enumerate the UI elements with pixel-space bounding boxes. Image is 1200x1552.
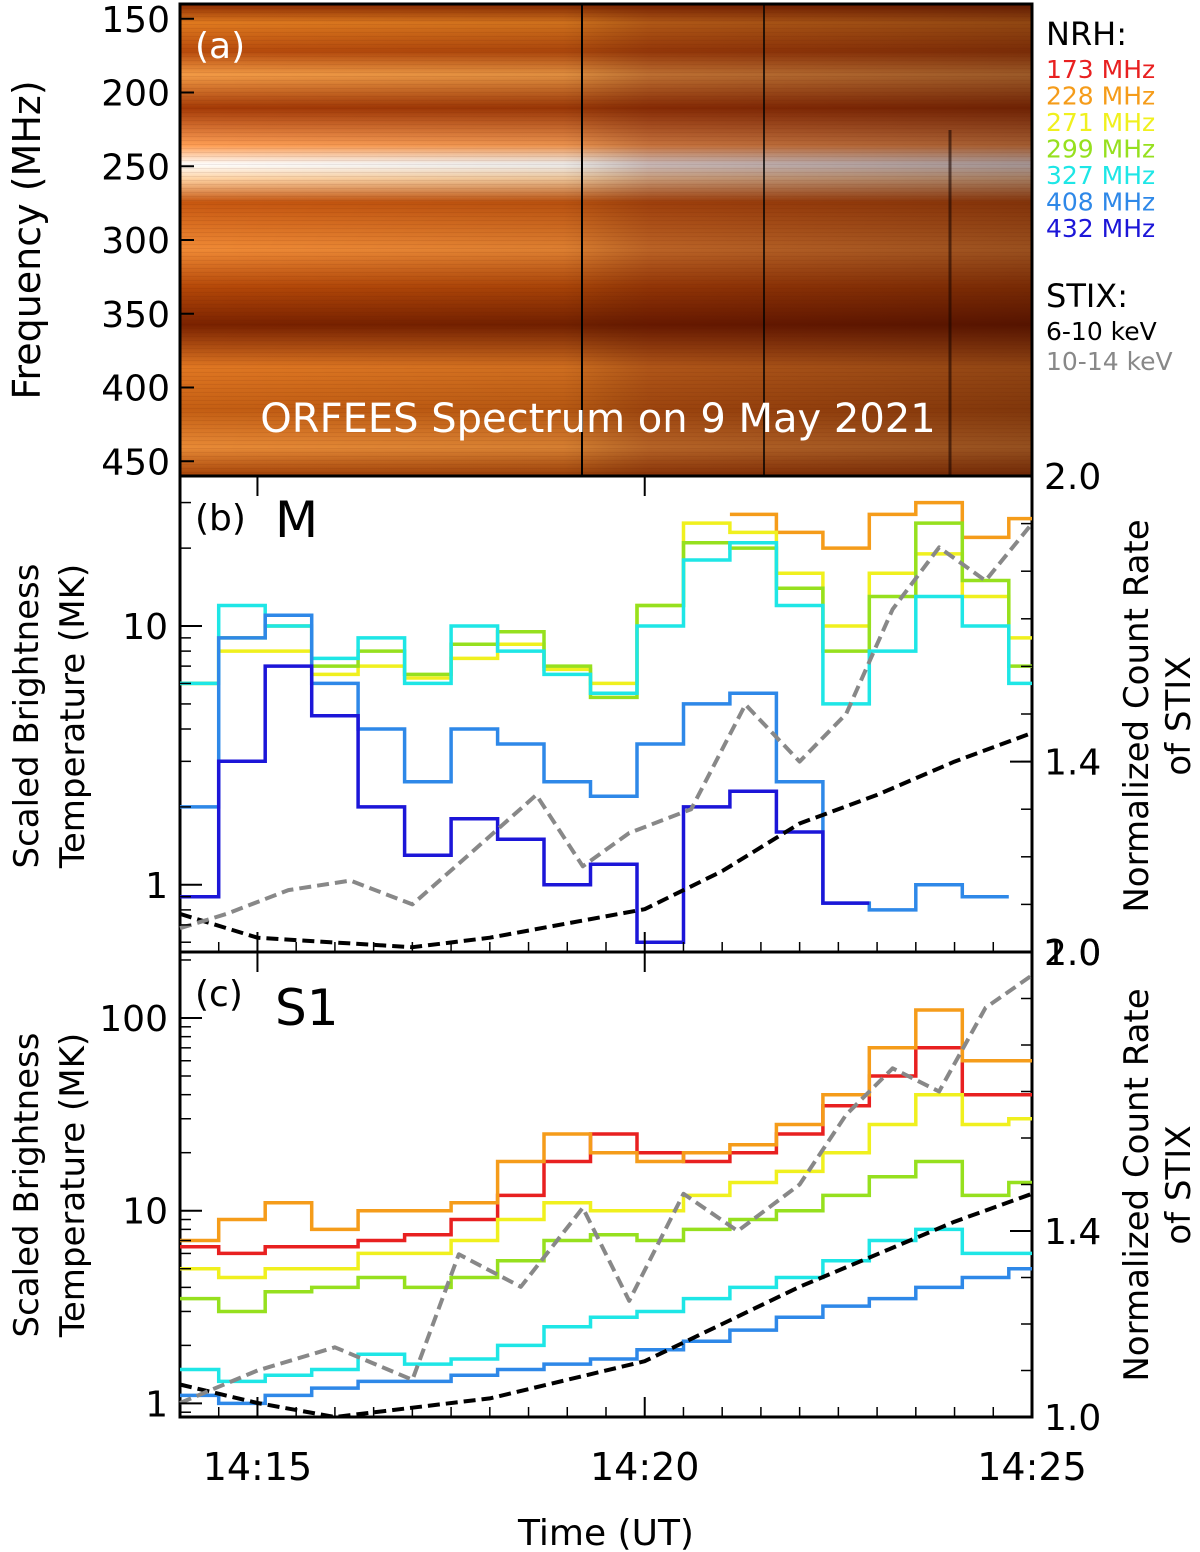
panel-b-series (179, 500, 1034, 950)
panel-a-ytick-label: 150 (101, 0, 170, 41)
legend-nrh-item: 271 MHz (1046, 108, 1155, 137)
panel-c-label: (c) (195, 974, 243, 1015)
panel-a-yticks: 150 200 250 300 350 400 450 (101, 0, 194, 483)
panel-c-ylabel-1: Scaled Brightness (7, 1033, 47, 1338)
legend-stix-item: 6-10 keV (1046, 317, 1157, 346)
panel-b-series-299-mhz (180, 521, 1032, 700)
panel-b-right-tick-label: 1.4 (1044, 743, 1101, 784)
panel-a-ytick-label: 450 (101, 442, 170, 483)
panel-b-right-tick-label: 1.0 (1044, 933, 1101, 974)
legend-nrh-item: 327 MHz (1046, 161, 1155, 190)
panel-a-ylabel: Frequency (MHz) (5, 80, 49, 399)
panel-c-ticks: 1 10 100 1.0 1.4 2.0 (99, 933, 1101, 1439)
panel-b-ylabel-1: Scaled Brightness (7, 564, 47, 869)
spectrum-texture (180, 4, 1032, 476)
panel-b-left-tick-label: 10 (122, 607, 168, 648)
panel-c-right-tick-label: 2.0 (1044, 933, 1101, 974)
panel-c-series-327-mhz (180, 1227, 1032, 1384)
panel-b-series-228-mhz (729, 500, 1032, 550)
legend-nrh-item: 432 MHz (1046, 214, 1155, 243)
legend-nrh-item: 299 MHz (1046, 135, 1155, 164)
panel-a-spectrum: (a) ORFEES Spectrum on 9 May 2021 150 200… (5, 0, 1034, 483)
legend-nrh-item: 173 MHz (1046, 55, 1155, 84)
panel-a-ytick-label: 350 (101, 295, 170, 336)
x-axis: 14:15 14:20 14:25 (203, 1445, 1087, 1489)
panel-c-ylabel-2: Temperature (MK) (53, 1033, 93, 1338)
panel-b-right-ylabel-1: Normalized Count Rate (1117, 519, 1157, 912)
panel-b-left-tick-label: 1 (145, 866, 168, 907)
panel-b-ylabel-2: Temperature (MK) (53, 564, 93, 869)
panel-c-left-tick-label: 10 (122, 1192, 168, 1233)
panel-b-series-10-14-kev (179, 522, 1034, 931)
legend-stix-title: STIX: (1046, 277, 1128, 315)
panel-c-series-408-mhz (180, 1266, 1032, 1406)
panel-c-series-271-mhz (180, 1092, 1032, 1280)
legend-stix-item: 10-14 keV (1046, 347, 1173, 376)
panel-c-right-ylabel-1: Normalized Count Rate (1117, 988, 1157, 1381)
panel-c-series-10-14-kev (179, 973, 1034, 1405)
x-tick-label: 14:15 (203, 1445, 313, 1489)
panel-b-series-327-mhz (180, 540, 1032, 706)
x-tick-label: 14:25 (977, 1445, 1087, 1489)
panel-c-series-299-mhz (180, 1159, 1032, 1314)
panel-b-series-6-10-kev (179, 731, 1033, 950)
panel-b-series-432-mhz (180, 664, 870, 944)
panel-a-ytick-label: 250 (101, 147, 170, 188)
spectrum-title: ORFEES Spectrum on 9 May 2021 (260, 396, 935, 442)
panel-a-ytick-label: 200 (101, 74, 170, 115)
panel-a-ytick-label: 300 (101, 221, 170, 262)
panel-c-series-173-mhz (180, 1046, 1032, 1256)
panel-c-left-tick-label: 100 (99, 999, 168, 1040)
panel-c-series-6-10-kev (179, 1191, 1033, 1419)
panel-a-ytick-label: 400 (101, 369, 170, 410)
panel-c-region-label: S1 (275, 979, 339, 1037)
x-tick-label: 14:20 (590, 1445, 700, 1489)
panel-c-right-tick-label: 1.0 (1044, 1398, 1101, 1439)
legend-nrh-item: 228 MHz (1046, 82, 1155, 111)
panel-b-label: (b) (195, 498, 246, 539)
legend-nrh-item: 408 MHz (1046, 188, 1155, 217)
panel-c-right-tick-label: 1.4 (1044, 1212, 1101, 1253)
panel-c-S1: 1 10 100 1.0 1.4 2.0 (c) S1 Scaled Brightness… (7, 933, 1199, 1439)
panel-b-right-ylabel-2: of STIX (1159, 656, 1199, 775)
panel-c-right-ylabel-2: of STIX (1159, 1125, 1199, 1244)
panel-b-right-tick-label: 2.0 (1044, 457, 1101, 498)
legend-nrh-title: NRH: (1046, 15, 1127, 53)
panel-b-M: 1 10 1.0 1.4 2.0 (b) M Scaled Brightness Tem… (7, 457, 1199, 974)
panel-c-left-tick-label: 1 (145, 1384, 168, 1425)
panel-a-label: (a) (195, 26, 245, 67)
panel-c-series (179, 973, 1034, 1419)
panel-b-region-label: M (275, 491, 318, 549)
x-axis-title: Time (UT) (517, 1513, 694, 1552)
panel-c-series-228-mhz (180, 1008, 1032, 1243)
